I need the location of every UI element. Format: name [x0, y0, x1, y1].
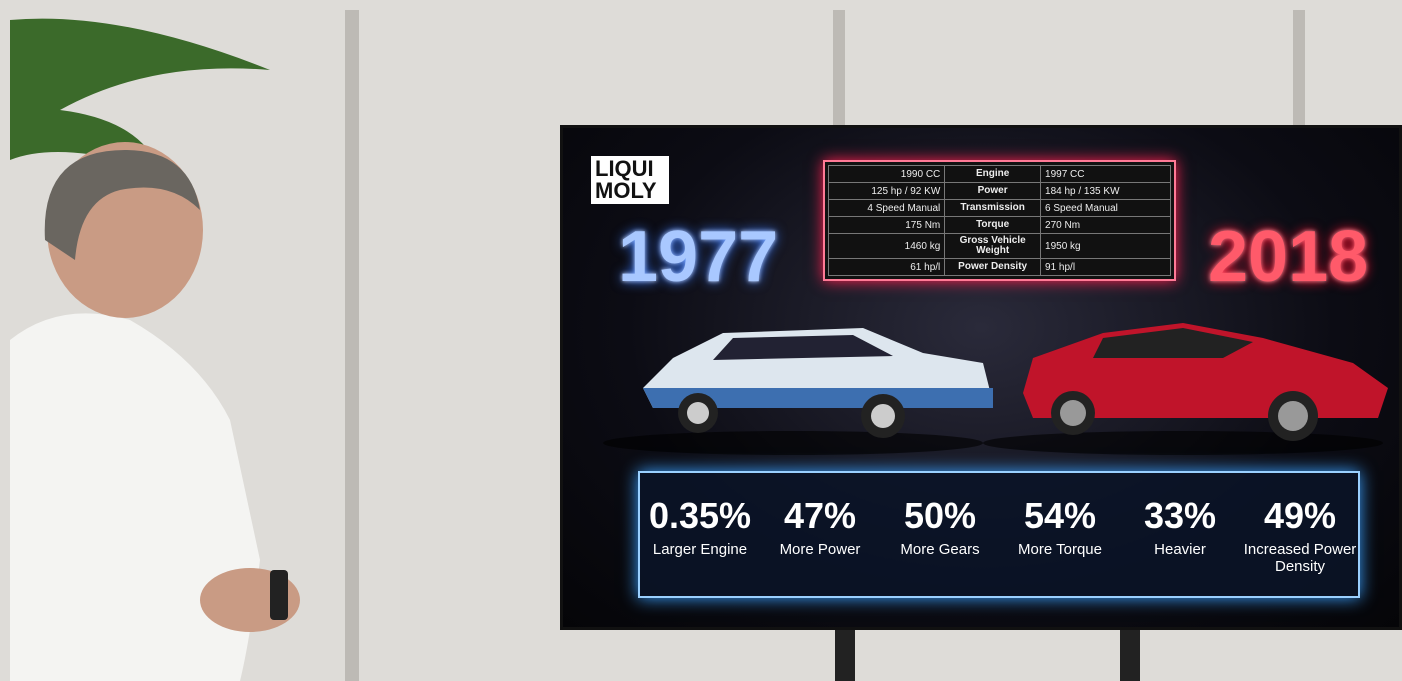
table-cell: 175 Nm	[829, 217, 945, 234]
table-cell: 125 hp / 92 KW	[829, 183, 945, 200]
stat-value: 33%	[1120, 495, 1240, 537]
logo-text: LIQUI	[595, 158, 665, 180]
table-cell: 91 hp/l	[1041, 259, 1171, 276]
stat-label: Heavier	[1120, 541, 1240, 558]
year-right: 2018	[1208, 216, 1368, 298]
table-cell: Torque	[945, 217, 1041, 234]
page: LIQUI MOLY 1977 2018 1990 CCEngine1997 C…	[0, 0, 1402, 681]
stat-value: 0.35%	[640, 495, 760, 537]
logo: LIQUI MOLY	[591, 156, 669, 204]
table-cell: 270 Nm	[1041, 217, 1171, 234]
stat-value: 49%	[1240, 495, 1360, 537]
stat: 50% More Gears	[880, 495, 1000, 558]
remote	[270, 570, 288, 620]
stat-label: Larger Engine	[640, 541, 760, 558]
table-cell: Gross Vehicle Weight	[945, 234, 1041, 259]
table-cell: 61 hp/l	[829, 259, 945, 276]
stat: 0.35% Larger Engine	[640, 495, 760, 558]
stat-value: 47%	[760, 495, 880, 537]
table-cell: Power Density	[945, 259, 1041, 276]
year-left: 1977	[618, 216, 778, 298]
wall-pole	[1293, 10, 1305, 130]
stand	[835, 630, 855, 681]
wall-pole	[345, 10, 359, 681]
stat: 47% More Power	[760, 495, 880, 558]
table-cell: 184 hp / 135 KW	[1041, 183, 1171, 200]
stat-value: 54%	[1000, 495, 1120, 537]
stat-value: 50%	[880, 495, 1000, 537]
stat: 49% Increased Power Density	[1240, 495, 1360, 575]
stat-label: More Power	[760, 541, 880, 558]
table-cell: Transmission	[945, 200, 1041, 217]
table-cell: 1990 CC	[829, 166, 945, 183]
stat: 54% More Torque	[1000, 495, 1120, 558]
table-cell: 1997 CC	[1041, 166, 1171, 183]
stat-label: More Torque	[1000, 541, 1120, 558]
stat: 33% Heavier	[1120, 495, 1240, 558]
table-cell: 4 Speed Manual	[829, 200, 945, 217]
table-cell: 1950 kg	[1041, 234, 1171, 259]
table-cell: Engine	[945, 166, 1041, 183]
wall-pole	[833, 10, 845, 130]
logo-text: MOLY	[595, 180, 665, 202]
cars	[563, 308, 1402, 468]
table-cell: Power	[945, 183, 1041, 200]
stand	[1120, 630, 1140, 681]
stat-label: More Gears	[880, 541, 1000, 558]
table-cell: 6 Speed Manual	[1041, 200, 1171, 217]
stat-label: Increased Power Density	[1240, 541, 1360, 575]
table-cell: 1460 kg	[829, 234, 945, 259]
